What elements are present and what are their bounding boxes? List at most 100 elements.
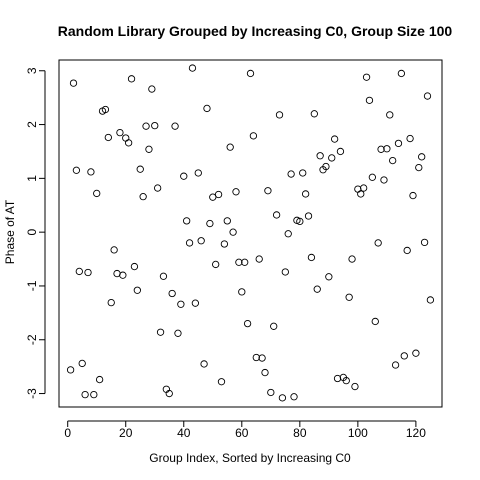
data-point xyxy=(81,390,89,399)
data-point xyxy=(203,104,211,113)
data-point xyxy=(426,296,435,304)
data-point xyxy=(217,378,226,386)
data-point xyxy=(403,246,411,255)
data-point xyxy=(415,163,423,172)
data-point xyxy=(394,139,403,148)
data-point xyxy=(290,393,298,401)
x-tick-label: 60 xyxy=(235,426,249,440)
data-point xyxy=(229,228,237,236)
y-tick-label: -3 xyxy=(25,388,39,399)
data-point xyxy=(142,122,150,130)
data-point xyxy=(362,73,371,81)
data-point xyxy=(206,219,214,228)
data-point xyxy=(270,322,278,330)
data-point xyxy=(148,85,156,93)
data-point xyxy=(130,262,139,271)
data-point xyxy=(354,185,362,193)
data-point xyxy=(322,162,330,171)
data-point xyxy=(249,132,258,140)
data-point xyxy=(420,238,429,247)
data-point xyxy=(267,388,275,397)
data-point xyxy=(90,390,98,399)
data-point xyxy=(191,299,200,307)
data-point xyxy=(360,184,368,192)
y-tick-label: 0 xyxy=(25,228,39,235)
data-point xyxy=(412,349,420,357)
data-point xyxy=(304,212,313,220)
y-tick-label: 1 xyxy=(25,175,39,182)
data-point xyxy=(423,92,432,100)
data-point xyxy=(110,246,118,254)
data-point xyxy=(232,188,240,196)
data-point xyxy=(139,192,147,201)
data-point xyxy=(389,156,397,165)
y-tick-label: 3 xyxy=(25,67,39,74)
data-point xyxy=(264,187,272,195)
data-point xyxy=(307,253,316,262)
data-point xyxy=(122,134,130,142)
y-tick-label: -2 xyxy=(25,334,39,345)
data-point xyxy=(406,134,414,143)
data-point xyxy=(316,152,324,160)
data-point xyxy=(180,172,188,180)
data-point xyxy=(241,258,249,266)
y-tick-label: -1 xyxy=(25,280,39,291)
data-point xyxy=(127,75,136,83)
data-point xyxy=(136,165,144,173)
data-point xyxy=(380,176,388,184)
data-point xyxy=(342,376,350,385)
y-axis-label: Phase of AT xyxy=(3,199,17,264)
data-point xyxy=(220,240,229,248)
data-point xyxy=(171,122,179,130)
data-point xyxy=(246,69,255,78)
data-point xyxy=(177,300,185,308)
data-point xyxy=(336,147,345,156)
data-point xyxy=(258,354,266,362)
data-point xyxy=(275,111,284,119)
data-point xyxy=(328,154,336,162)
data-point xyxy=(151,121,159,130)
chart-title: Random Library Grouped by Increasing C0,… xyxy=(58,23,453,39)
data-point xyxy=(78,359,86,368)
data-point xyxy=(133,286,141,294)
data-point xyxy=(325,273,333,281)
y-tick-label: 2 xyxy=(25,121,39,128)
data-point xyxy=(252,353,260,362)
data-point xyxy=(371,317,379,326)
data-point xyxy=(238,288,246,296)
data-point xyxy=(255,255,263,263)
x-tick-label: 20 xyxy=(119,426,133,440)
data-point xyxy=(310,110,318,118)
data-point xyxy=(386,111,394,119)
data-point xyxy=(93,189,101,198)
data-point xyxy=(397,69,406,78)
data-point xyxy=(418,153,426,161)
data-point xyxy=(299,169,307,177)
data-point xyxy=(168,289,176,298)
data-point xyxy=(348,255,356,263)
data-point xyxy=(159,272,168,280)
x-axis: 0 20 40 60 80 100 120 xyxy=(64,420,426,440)
data-point xyxy=(365,96,374,104)
data-point xyxy=(66,366,75,374)
data-point xyxy=(351,382,359,391)
data-point xyxy=(281,268,289,276)
data-point xyxy=(226,143,234,151)
data-point xyxy=(104,133,112,142)
data-point xyxy=(209,193,217,201)
data-point xyxy=(400,352,408,360)
data-point xyxy=(165,389,173,398)
data-point xyxy=(188,64,197,72)
x-tick-label: 40 xyxy=(177,426,191,440)
y-axis: -3 -2 -1 0 1 2 3 xyxy=(25,67,46,399)
x-axis-label: Group Index, Sorted by Increasing C0 xyxy=(149,451,351,465)
data-point xyxy=(116,128,124,137)
data-point xyxy=(75,267,83,276)
data-point xyxy=(278,394,287,402)
data-point xyxy=(357,190,365,198)
data-point xyxy=(223,217,231,225)
data-point xyxy=(243,319,252,328)
data-point xyxy=(391,361,400,369)
data-point xyxy=(69,79,78,87)
